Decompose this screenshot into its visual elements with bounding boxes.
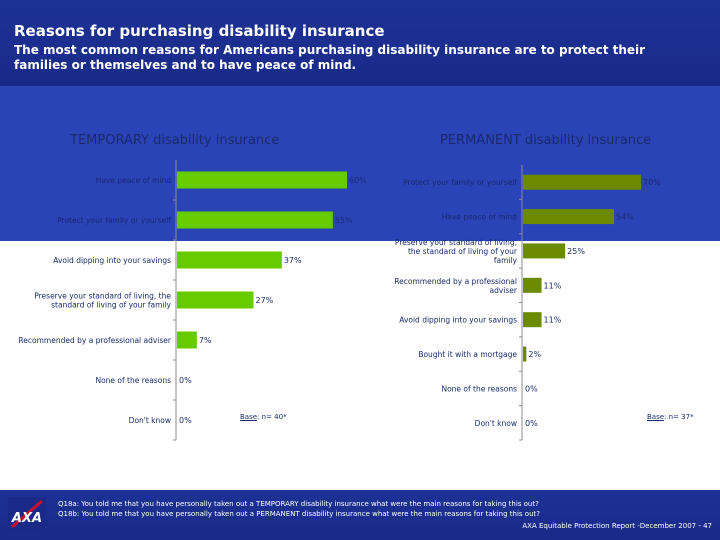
permanent-category-label: Bought it with a mortgage [418,350,517,359]
temporary-data-label: 60% [349,176,367,185]
temporary-bar [177,251,282,269]
permanent-bar [523,209,615,225]
permanent-category-label: Have peace of mind [442,213,518,222]
temporary-base-note: Base: n= 40* [240,413,287,421]
temporary-category-label: Recommended by a professional adviser [18,336,171,345]
permanent-bar [523,174,641,190]
temporary-base-count: : n= 40* [257,413,287,421]
permanent-base-label: Base [647,413,665,421]
temporary-category-label: Protect your family or yourself [57,216,171,225]
temporary-bar [177,171,347,189]
page-subtitle: The most common reasons for Americans pu… [14,43,646,72]
permanent-bar [523,346,527,362]
permanent-data-label: 25% [567,247,585,256]
temporary-chart-title: TEMPORARY disability insurance [70,133,280,148]
permanent-base-count: : n= 37* [664,413,694,421]
permanent-base-note: Base: n= 37* [647,413,694,421]
axa-logo: AXA [8,497,46,531]
temporary-category-label: Have peace of mind [96,176,172,185]
permanent-data-label: 11% [544,316,562,325]
permanent-category-label: Don't know [475,419,517,428]
temporary-data-label: 27% [256,296,274,305]
temporary-data-label: 7% [199,336,212,345]
temporary-bar [177,331,197,349]
temporary-category-label: Avoid dipping into your savings [53,256,171,265]
source-note: AXA Equitable Protection Report -Decembe… [522,522,712,530]
temporary-category-label: Don't know [129,416,171,425]
permanent-category-label: Preserve your standard of living, the sta… [395,238,518,265]
temporary-base-label: Base [240,413,258,421]
footer-band [0,490,720,540]
temporary-data-label: 37% [284,256,302,265]
permanent-category-label: Avoid dipping into your savings [399,316,517,325]
permanent-category-label: None of the reasons [441,384,517,393]
temporary-data-label: 55% [335,216,353,225]
page-title: Reasons for purchasing disability insura… [14,22,385,40]
permanent-bar [523,312,542,328]
temporary-data-label: 0% [179,376,192,385]
permanent-bar [523,277,542,293]
permanent-data-label: 54% [616,213,634,222]
permanent-data-label: 0% [525,384,538,393]
permanent-chart-title: PERMANENT disability insurance [440,133,652,148]
temporary-bar [177,211,333,229]
temporary-category-label: None of the reasons [95,376,171,385]
temporary-data-label: 0% [179,416,192,425]
axa-logo-text: AXA [11,511,42,526]
permanent-category-label: Recommended by a professional adviser [394,277,518,295]
permanent-bar [523,243,566,259]
permanent-data-label: 11% [544,281,562,290]
question-temporary: Q18a: You told me that you have personal… [58,500,539,508]
temporary-category-label: Preserve your standard of living, the sta… [34,292,171,310]
permanent-data-label: 0% [525,419,538,428]
temporary-bar [177,291,254,309]
header-band [0,0,720,86]
permanent-data-label: 70% [643,178,661,187]
permanent-category-label: Protect your family or yourself [403,178,517,187]
question-permanent: Q18b: You told me that you have personal… [58,510,540,518]
permanent-data-label: 2% [528,350,541,359]
